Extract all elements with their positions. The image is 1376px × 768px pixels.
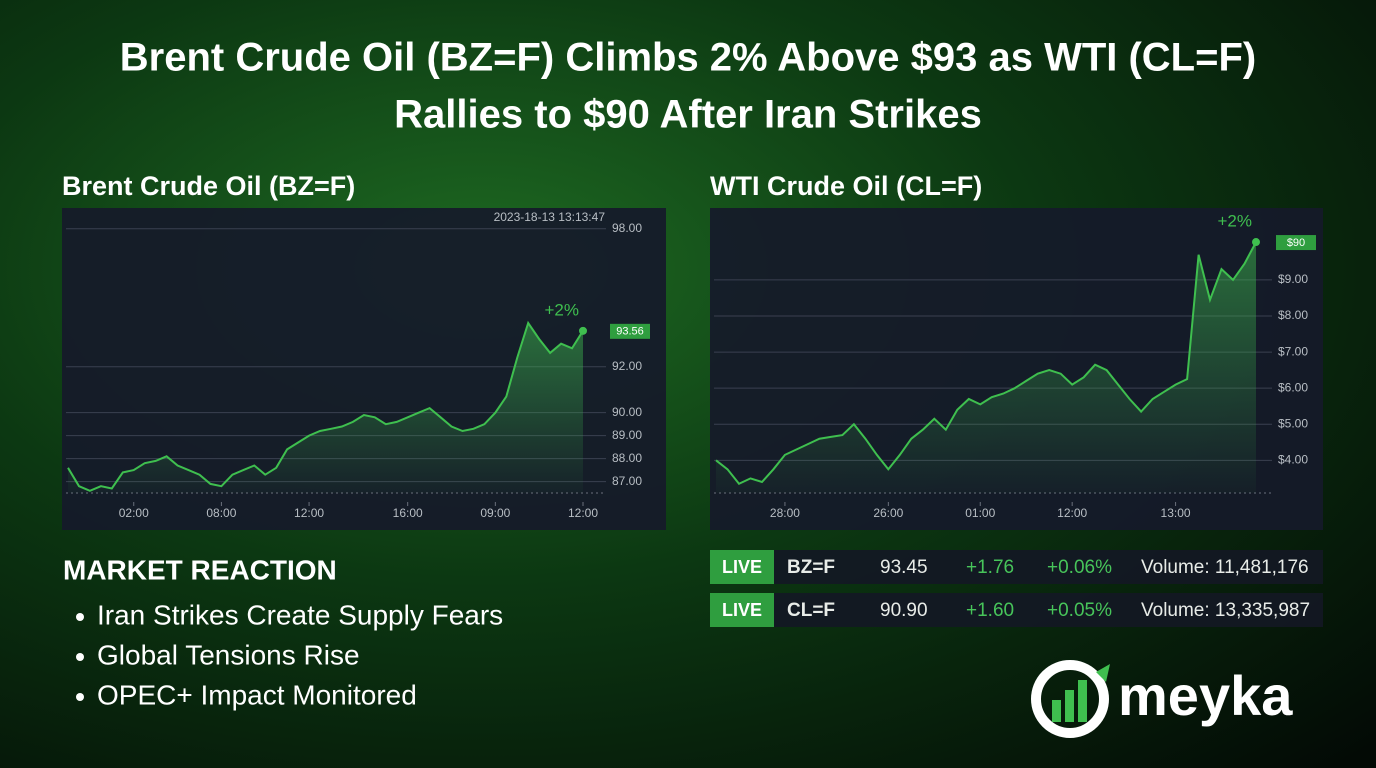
live-badge [710,593,774,627]
y-tick-label: 88.00 [612,451,642,465]
bullet-text: OPEC+ Impact Monitored [97,679,417,710]
x-tick-label: 16:00 [393,506,423,520]
bullet-text: Iran Strikes Create Supply Fears [97,599,503,630]
x-tick-label: 12:00 [568,506,598,520]
x-tick-label: 28:00 [770,506,800,520]
line [715,241,1257,486]
y-tick-label: 89.00 [612,428,642,442]
end-point [1252,238,1260,247]
bullet-dot [76,693,84,701]
price-tag: 93.56 [610,323,650,339]
ticker-change: +1.76 [966,557,1014,578]
price-tag-box [1276,235,1316,251]
ticker-price: 93.45 [880,557,928,578]
annotation: +2% [545,300,580,319]
ticker-volume: Volume: 13,335,987 [1141,600,1310,621]
y-tick-label: $9.00 [1278,272,1308,286]
ticker-percent: +0.06% [1047,557,1112,578]
ticker-percent: +0.05% [1047,600,1112,621]
bullet-dot [76,653,84,661]
x-tick-label: 01:00 [965,506,995,520]
ticker-volume: Volume: 11,481,176 [1141,557,1309,578]
bullet-dot [76,613,84,621]
line [67,320,584,492]
ticker-symbol: CL=F [787,600,835,621]
x-tick-label: 26:00 [873,506,903,520]
live-label: LIVE [722,600,762,620]
ticker-row [710,593,1323,627]
price-tag-label: $90 [1287,237,1305,249]
section-title: MARKET REACTION [63,554,337,585]
headline: Rallies to $90 After Iran Strikes [394,93,982,137]
y-tick-label: 92.00 [612,359,642,373]
y-tick-label: 87.00 [612,474,642,488]
chart-title: WTI Crude Oil (CL=F) [710,171,982,201]
timestamp: 2023-18-13 13:13:47 [494,210,606,224]
x-tick-label: 09:00 [480,506,510,520]
ticker-row [710,550,1323,584]
price-tag-box [610,323,650,339]
headline: Brent Crude Oil (BZ=F) Climbs 2% Above $… [120,36,1256,80]
bullet-text: Global Tensions Rise [97,639,360,670]
y-tick-label: $6.00 [1278,380,1308,394]
end-point [579,326,587,335]
area [716,242,1256,493]
annotation: +2% [1218,212,1253,231]
x-tick-label: 02:00 [119,506,149,520]
y-tick-label: 90.00 [612,405,642,419]
live-label: LIVE [722,557,762,577]
y-tick-label: $4.00 [1278,452,1308,466]
ticker-change: +1.60 [966,600,1014,621]
ticker-price: 90.90 [880,600,928,621]
logo-text: meyka [1118,664,1293,727]
ticker-symbol: BZ=F [787,557,835,578]
logo-icon [1031,660,1110,738]
live-badge [710,550,774,584]
y-tick-label: $5.00 [1278,416,1308,430]
price-tag-label: 93.56 [616,326,644,338]
x-tick-label: 12:00 [1057,506,1087,520]
chart-title: Brent Crude Oil (BZ=F) [62,171,355,201]
area [68,323,583,493]
y-tick-label: 98.00 [612,221,642,235]
y-tick-label: $7.00 [1278,344,1308,358]
price-tag: $90 [1276,235,1316,251]
x-tick-label: 13:00 [1161,506,1191,520]
y-tick-label: $8.00 [1278,308,1308,322]
x-tick-label: 08:00 [206,506,236,520]
x-tick-label: 12:00 [294,506,324,520]
